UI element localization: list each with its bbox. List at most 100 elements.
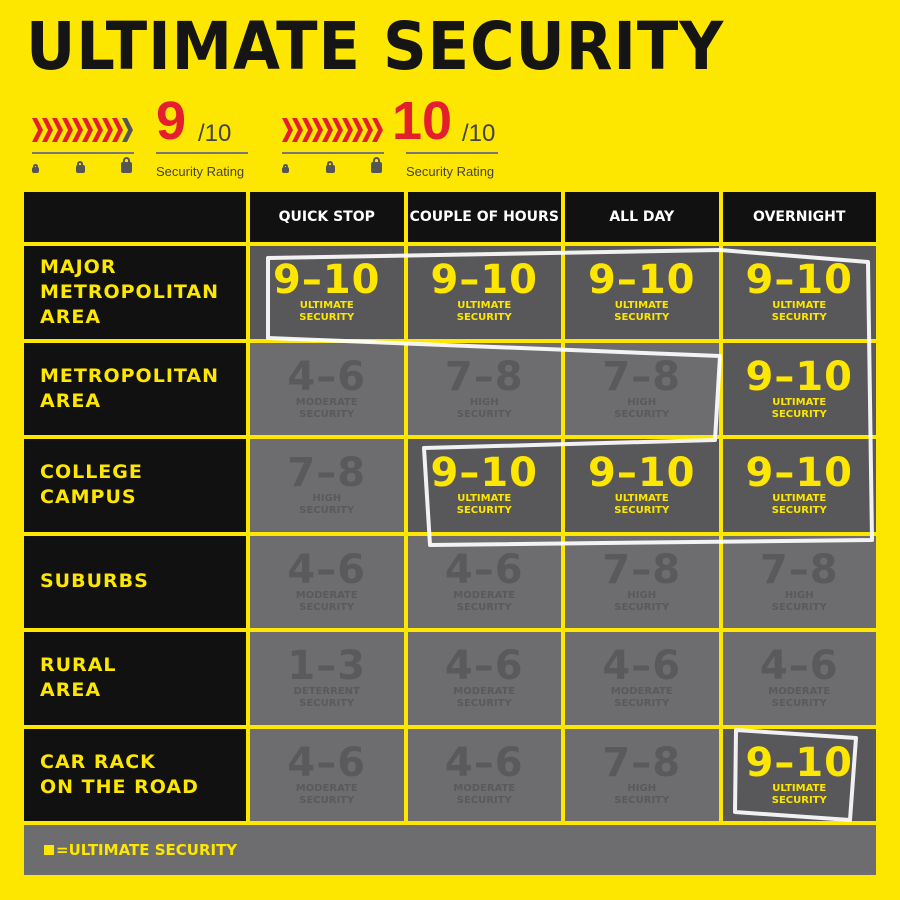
chevron-icon [72, 118, 83, 142]
cell-level: MODERATE SECURITY [453, 589, 516, 613]
cell-level: ULTIMATE SECURITY [299, 300, 355, 324]
cell-score: 9–10 [588, 257, 696, 304]
table-cell: 4–6 MODERATE SECURITY [565, 632, 719, 725]
chevron-icon [322, 118, 333, 142]
cell-level: ULTIMATE SECURITY [614, 300, 670, 324]
cell-level: MODERATE SECURITY [453, 686, 516, 710]
lock-icons [282, 157, 382, 173]
cell-level: ULTIMATE SECURITY [771, 782, 827, 806]
cell-score: 7–8 [287, 450, 367, 497]
chevron-icon [62, 118, 73, 142]
cell-score: 4–6 [444, 546, 524, 593]
column-header: OVERNIGHT [722, 192, 876, 242]
chevron-icon [92, 118, 103, 142]
table-cell: 4–6 MODERATE SECURITY [250, 728, 404, 821]
rating-value: 10 [392, 91, 453, 151]
column-header: COUPLE OF HOURS [407, 192, 561, 242]
row-label: COLLEGE CAMPUS [24, 439, 246, 532]
cell-score: 9–10 [745, 257, 853, 304]
cell-level: MODERATE SECURITY [453, 782, 516, 806]
cell-score: 4–6 [602, 643, 682, 690]
chevron-icon [312, 118, 323, 142]
chevron-icon [102, 118, 113, 142]
rating-9: 9 /10 Security Rating [32, 90, 252, 185]
chevron-icon [302, 118, 313, 142]
table-cell: 9–10 ULTIMATE SECURITY [722, 342, 876, 435]
cell-level: MODERATE SECURITY [295, 782, 358, 806]
cell-score: 4–6 [287, 546, 367, 593]
table-cell: 4–6 MODERATE SECURITY [250, 535, 404, 628]
cell-score: 4–6 [444, 739, 524, 786]
cell-score: 9–10 [745, 450, 853, 497]
cell-level: HIGH SECURITY [614, 782, 670, 806]
table-cell: 4–6 MODERATE SECURITY [407, 632, 561, 725]
chevron-icon [52, 118, 63, 142]
column-header: ALL DAY [565, 192, 719, 242]
cell-level: ULTIMATE SECURITY [456, 493, 512, 517]
divider [282, 152, 384, 154]
cell-level: ULTIMATE SECURITY [771, 300, 827, 324]
cell-level: ULTIMATE SECURITY [456, 300, 512, 324]
rating-max: /10 [198, 120, 232, 147]
chevron-meter-10 [282, 118, 383, 142]
chevron-icon [32, 118, 43, 142]
cell-score: 9–10 [273, 257, 381, 304]
lock-icon [121, 157, 132, 173]
table-cell: 4–6 MODERATE SECURITY [250, 342, 404, 435]
chevron-icon [372, 118, 383, 142]
table-cell: 9–10 ULTIMATE SECURITY [722, 439, 876, 532]
cell-score: 4–6 [287, 353, 367, 400]
divider [156, 152, 248, 154]
row-label: RURAL AREA [24, 632, 246, 725]
cell-score: 4–6 [444, 643, 524, 690]
cell-score: 9–10 [430, 257, 538, 304]
row-label: MAJOR METROPOLITAN AREA [24, 246, 246, 339]
cell-level: MODERATE SECURITY [295, 396, 358, 420]
lock-icon [371, 157, 382, 173]
row-label: CAR RACK ON THE ROAD [24, 728, 246, 821]
chevron-icon [292, 118, 303, 142]
table-cell: 7–8 HIGH SECURITY [250, 439, 404, 532]
chevron-icon [112, 118, 123, 142]
table-cell: 7–8 HIGH SECURITY [565, 342, 719, 435]
chevron-meter-9 [32, 118, 133, 142]
legend: =ULTIMATE SECURITY [24, 825, 876, 875]
table-cell: 7–8 HIGH SECURITY [407, 342, 561, 435]
cell-score: 7–8 [602, 739, 682, 786]
table-cell: 7–8 HIGH SECURITY [565, 728, 719, 821]
cell-score: 7–8 [759, 546, 839, 593]
table-cell: 4–6 MODERATE SECURITY [722, 632, 876, 725]
chevron-icon [362, 118, 373, 142]
table-cell: 1–3 DETERRENT SECURITY [250, 632, 404, 725]
table-cell: 9–10 ULTIMATE SECURITY [722, 728, 876, 821]
divider [32, 152, 134, 154]
cell-score: 1–3 [287, 643, 367, 690]
rating-label: Security Rating [156, 164, 245, 179]
table-cell: 9–10 ULTIMATE SECURITY [565, 439, 719, 532]
cell-level: MODERATE SECURITY [295, 589, 358, 613]
table-cell: 9–10 ULTIMATE SECURITY [250, 246, 404, 339]
cell-level: HIGH SECURITY [614, 589, 670, 613]
rating-max: /10 [462, 120, 496, 147]
cell-score: 4–6 [759, 643, 839, 690]
cell-score: 9–10 [430, 450, 538, 497]
row-label: SUBURBS [24, 535, 246, 628]
legend-label: =ULTIMATE SECURITY [56, 841, 238, 859]
table-cell: 4–6 MODERATE SECURITY [407, 728, 561, 821]
cell-level: DETERRENT SECURITY [293, 686, 360, 710]
rating-label: Security Rating [406, 164, 495, 179]
chevron-icon [332, 118, 343, 142]
table-cell: 7–8 HIGH SECURITY [722, 535, 876, 628]
table-cell: 7–8 HIGH SECURITY [565, 535, 719, 628]
table-cell: 9–10 ULTIMATE SECURITY [565, 246, 719, 339]
lock-icon [325, 161, 335, 173]
cell-score: 7–8 [444, 353, 524, 400]
cell-score: 4–6 [287, 739, 367, 786]
cell-level: HIGH SECURITY [299, 493, 355, 517]
table-cell: 4–6 MODERATE SECURITY [407, 535, 561, 628]
cell-level: HIGH SECURITY [456, 396, 512, 420]
security-table: QUICK STOP COUPLE OF HOURS ALL DAY OVERNIGH… [24, 192, 876, 875]
chevron-icon [122, 118, 133, 142]
lock-icon [32, 164, 39, 173]
cell-level: ULTIMATE SECURITY [771, 396, 827, 420]
